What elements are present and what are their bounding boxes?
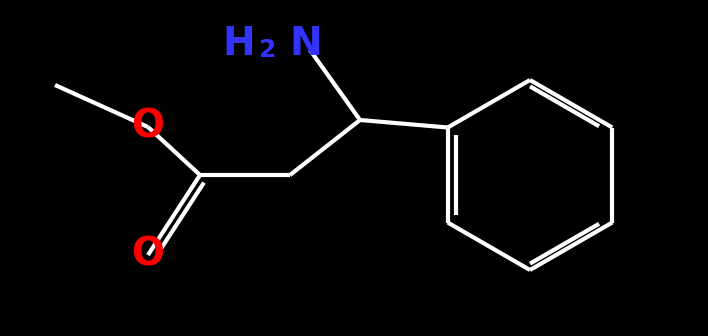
Text: H: H — [222, 25, 255, 63]
Text: O: O — [132, 108, 164, 146]
Text: N: N — [289, 25, 321, 63]
Text: 2: 2 — [258, 38, 276, 62]
Text: O: O — [132, 236, 164, 274]
